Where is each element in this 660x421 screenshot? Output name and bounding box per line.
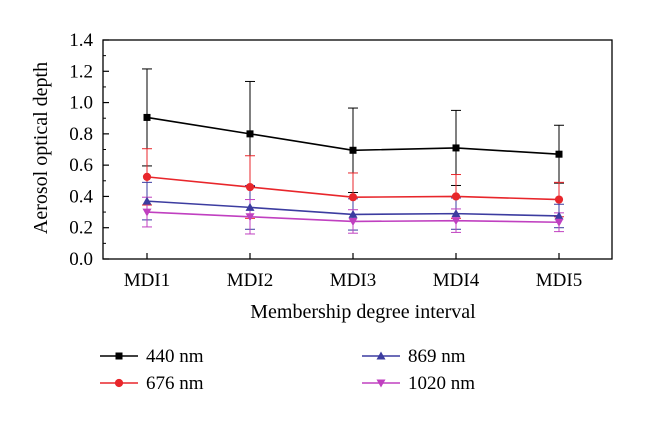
y-tick-label: 1.4 bbox=[69, 30, 93, 51]
y-tick-label: 1.0 bbox=[69, 93, 93, 114]
data-point bbox=[451, 209, 461, 218]
data-point bbox=[142, 196, 152, 205]
legend-marker bbox=[376, 379, 386, 388]
x-tick-label: MDI3 bbox=[330, 270, 376, 291]
data-point bbox=[555, 150, 563, 158]
y-tick-label: 0.8 bbox=[69, 124, 93, 145]
data-point bbox=[452, 144, 460, 152]
data-point bbox=[142, 172, 152, 181]
legend: 440 nm 676 nm 869 nm 1020 nm bbox=[100, 346, 475, 394]
data-point bbox=[451, 192, 461, 201]
y-tick-label: 0.2 bbox=[69, 218, 93, 239]
data-point bbox=[451, 217, 461, 226]
data-point bbox=[348, 217, 358, 226]
data-point bbox=[554, 195, 564, 204]
data-point bbox=[349, 146, 357, 154]
legend-marker bbox=[376, 351, 386, 360]
legend-label: 440 nm bbox=[146, 346, 204, 367]
legend-item: 1020 nm bbox=[362, 373, 475, 394]
y-tick-label: 1.2 bbox=[69, 61, 93, 82]
axis-layer: 0.0 0.2 0.4 0.6 0.8 1.0 1.2 1.4 MDI1 MDI2 MDI3 MDI4… bbox=[69, 30, 582, 291]
y-tick-label: 0.6 bbox=[69, 155, 93, 176]
data-point bbox=[554, 218, 564, 227]
y-tick-label: 0.4 bbox=[69, 186, 93, 207]
data-point bbox=[246, 130, 254, 138]
x-tick-label: MDI4 bbox=[433, 270, 480, 291]
y-axis-title: Aerosol optical depth bbox=[30, 62, 52, 234]
legend-item: 869 nm bbox=[362, 346, 466, 367]
data-point bbox=[245, 213, 255, 222]
data-point bbox=[142, 208, 152, 217]
data-point bbox=[245, 202, 255, 211]
data-point bbox=[143, 113, 151, 121]
x-tick-label: MDI5 bbox=[536, 270, 582, 291]
y-tick-label: 0.0 bbox=[69, 249, 93, 270]
legend-label: 676 nm bbox=[146, 373, 204, 394]
data-point bbox=[245, 182, 255, 192]
data-point bbox=[348, 209, 358, 218]
legend-label: 869 nm bbox=[408, 346, 466, 367]
legend-item: 676 nm bbox=[100, 373, 204, 394]
data-point bbox=[554, 211, 564, 220]
legend-label: 1020 nm bbox=[408, 373, 475, 394]
x-tick-label: MDI2 bbox=[227, 270, 273, 291]
data-point bbox=[348, 193, 358, 202]
x-axis-title: Membership degree interval bbox=[250, 301, 476, 323]
legend-marker bbox=[115, 352, 123, 360]
legend-marker bbox=[114, 378, 124, 388]
legend-item: 440 nm bbox=[100, 346, 204, 367]
x-tick-label: MDI1 bbox=[124, 270, 170, 291]
marker-layer bbox=[142, 113, 564, 227]
